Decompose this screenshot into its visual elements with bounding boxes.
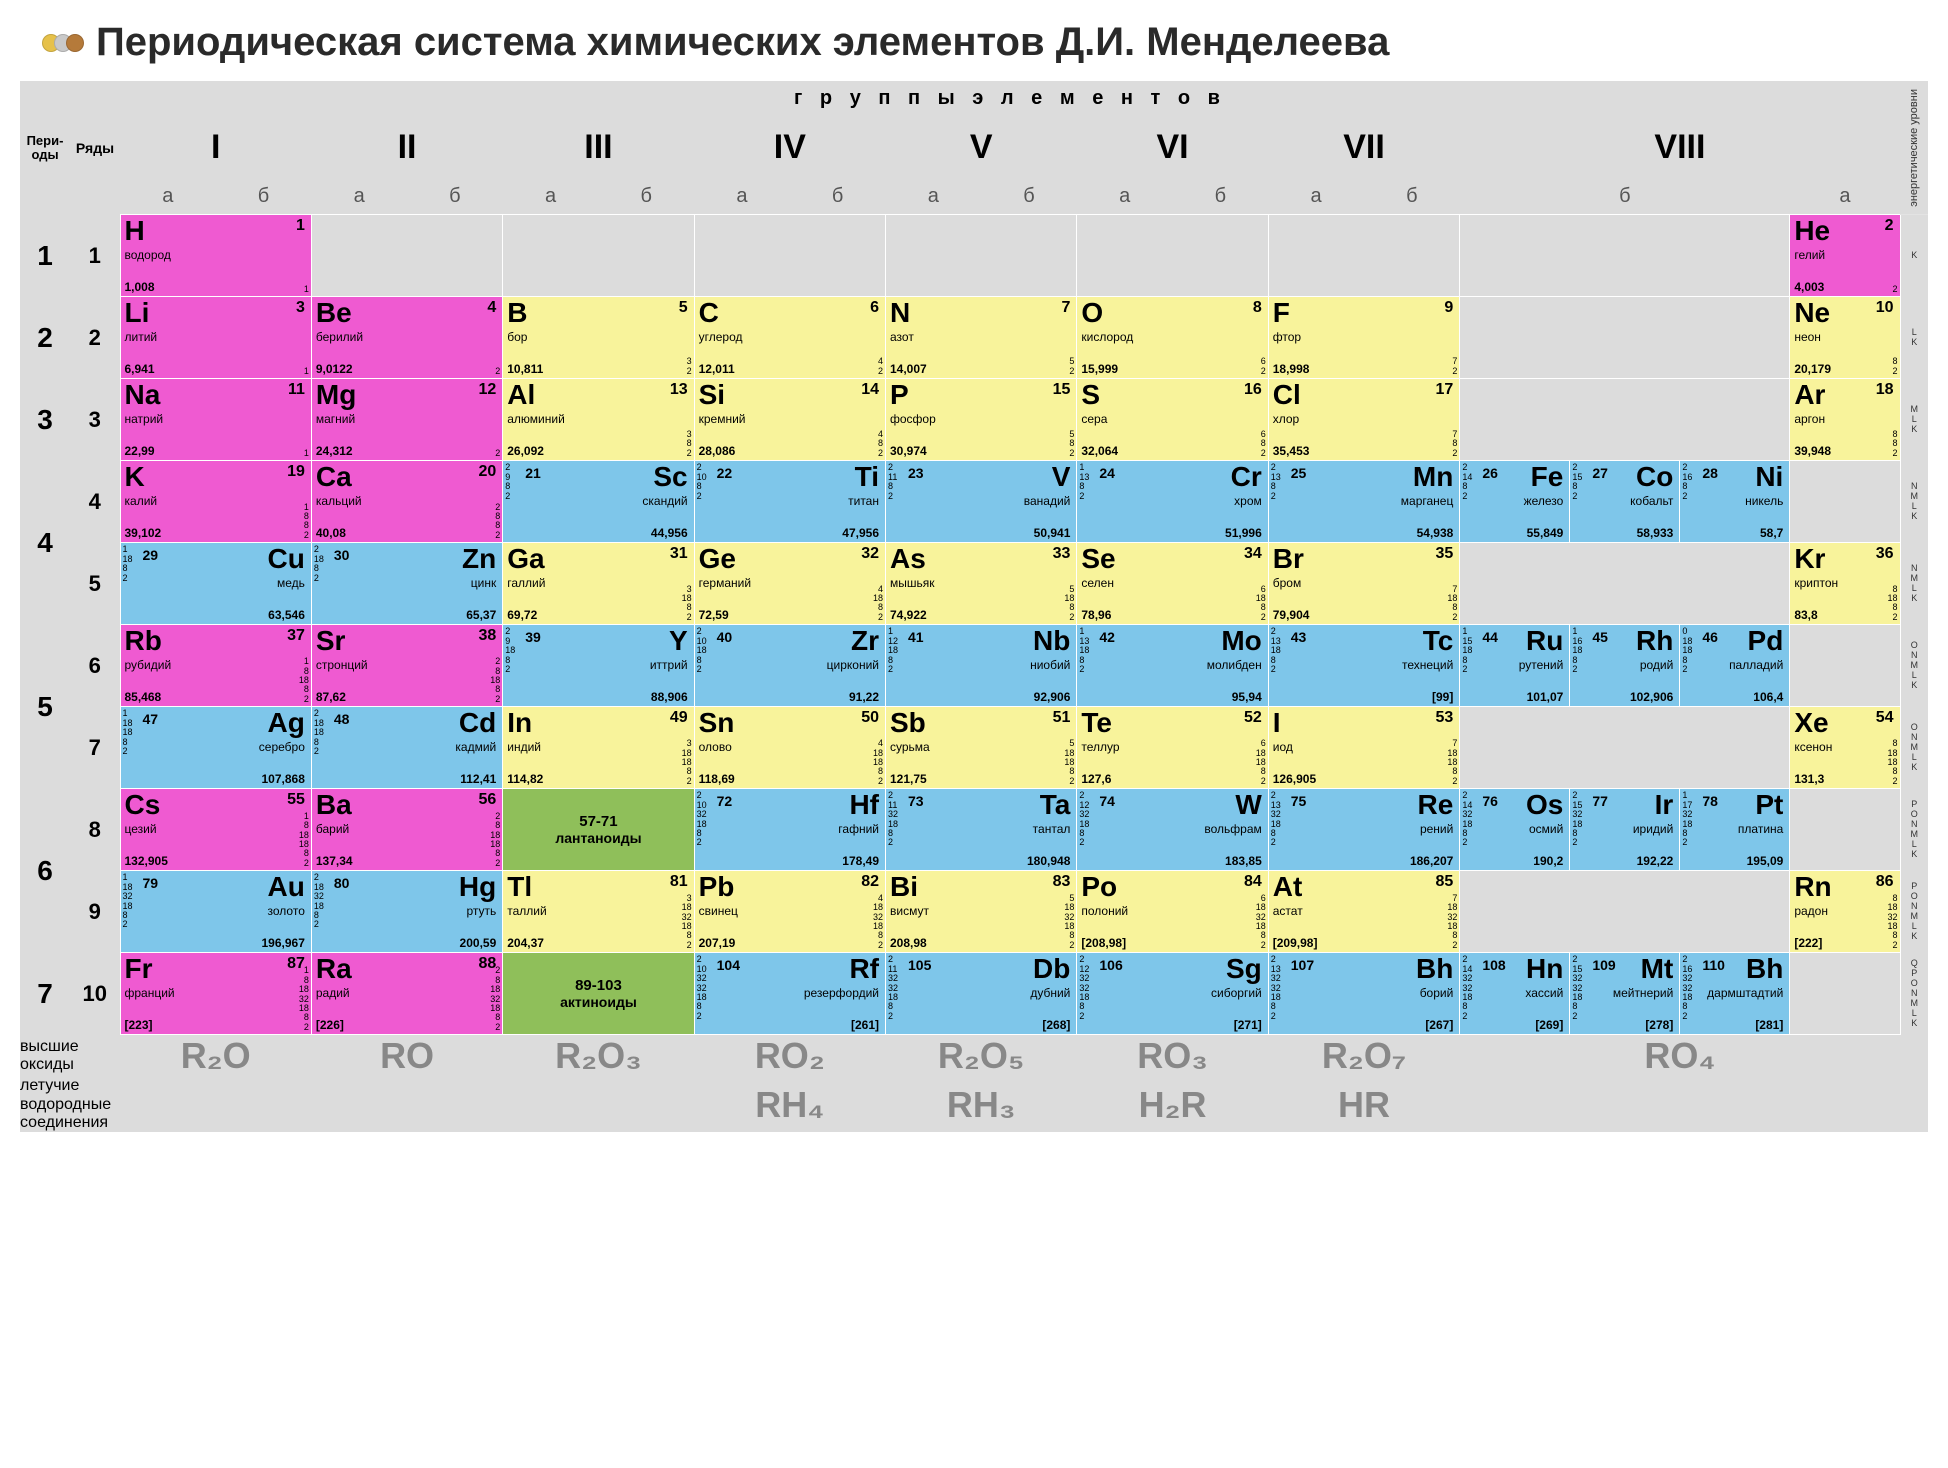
element-Xe: Xe54ксенон131,38181882 xyxy=(1790,707,1900,789)
element-Bi: Bi83висмут208,98518321882 xyxy=(886,871,1077,953)
element-Pt: Pt78платина195,09117321882 xyxy=(1680,789,1790,871)
element-Ge: Ge32германий72,5941882 xyxy=(694,543,885,625)
element-F: F9фтор18,99872 xyxy=(1268,297,1460,379)
element-Ra: Ra88радий[226]2818321882 xyxy=(311,953,502,1035)
element-Al: Al13алюминий26,092382 xyxy=(503,379,694,461)
element-Au: Au79золото196,967118321882 xyxy=(120,871,311,953)
element-P: P15фосфор30,974582 xyxy=(886,379,1077,461)
element-Ga: Ga31галлий69,7231882 xyxy=(503,543,694,625)
element-Se: Se34селен78,9661882 xyxy=(1077,543,1268,625)
element-I: I53иод126,9057181882 xyxy=(1268,707,1460,789)
element-Cd: Cd48кадмий112,412181882 xyxy=(311,707,502,789)
act-placeholder: 89-103актиноиды xyxy=(503,953,694,1035)
element-B: B5бор10,81132 xyxy=(503,297,694,379)
element-As: As33мышьяк74,92251882 xyxy=(886,543,1077,625)
element-Nb: Nb41ниобий92,9061121882 xyxy=(886,625,1077,707)
element-W: W74вольфрам183,85212321882 xyxy=(1077,789,1268,871)
element-Bh: Bh110дармштадтий[281]21632321882 xyxy=(1680,953,1790,1035)
element-At: At85астат[209,98]718321882 xyxy=(1268,871,1460,953)
element-Os: Os76осмий190,2214321882 xyxy=(1460,789,1570,871)
element-Sc: Sc21скандий44,9562982 xyxy=(503,461,694,543)
element-Hn: Hn108хассий[269]21432321882 xyxy=(1460,953,1570,1035)
element-Mo: Mo42молибден95,941131882 xyxy=(1077,625,1268,707)
element-Ta: Ta73тантал180,948211321882 xyxy=(886,789,1077,871)
element-Zn: Zn30цинк65,3721882 xyxy=(311,543,502,625)
element-K: K19калий39,1021882 xyxy=(120,461,311,543)
element-Ir: Ir77иридий192,22215321882 xyxy=(1570,789,1680,871)
element-S: S16сера32,064682 xyxy=(1077,379,1268,461)
element-Te: Te52теллур127,66181882 xyxy=(1077,707,1268,789)
element-Ne: Ne10неон20,17982 xyxy=(1790,297,1900,379)
element-Y: Y39иттрий88,906291882 xyxy=(503,625,694,707)
element-Tc: Tc43технеций[99]2131882 xyxy=(1268,625,1460,707)
element-Po: Po84полоний[208,98]618321882 xyxy=(1077,871,1268,953)
element-V: V23ванадий50,94121182 xyxy=(886,461,1077,543)
element-Rf: Rf104резерфордий[261]21032321882 xyxy=(694,953,885,1035)
element-He: He2гелий4,0032 xyxy=(1790,215,1900,297)
element-Co: Co27кобальт58,93321582 xyxy=(1570,461,1680,543)
element-Cl: Cl17хлор35,453782 xyxy=(1268,379,1460,461)
element-Tl: Tl81таллий204,37318321882 xyxy=(503,871,694,953)
element-Mn: Mn25марганец54,93821382 xyxy=(1268,461,1460,543)
element-Hf: Hf72гафний178,49210321882 xyxy=(694,789,885,871)
element-Zr: Zr40цирконий91,222101882 xyxy=(694,625,885,707)
element-Ba: Ba56барий137,3428181882 xyxy=(311,789,502,871)
element-Ag: Ag47серебро107,8681181882 xyxy=(120,707,311,789)
element-Cr: Cr24хром51,99611382 xyxy=(1077,461,1268,543)
element-Li: Li3литий6,9411 xyxy=(120,297,311,379)
element-Be: Be4берилий9,01222 xyxy=(311,297,502,379)
logo-icon xyxy=(48,34,84,52)
title-row: Периодическая система химических элемент… xyxy=(20,20,1928,65)
element-Hg: Hg80ртуть200,59218321882 xyxy=(311,871,502,953)
element-Bh: Bh107борий[267]21332321882 xyxy=(1268,953,1460,1035)
element-Ar: Ar18аргон39,948882 xyxy=(1790,379,1900,461)
element-Kr: Kr36криптон83,881882 xyxy=(1790,543,1900,625)
element-Br: Br35бром79,90471882 xyxy=(1268,543,1460,625)
element-Fr: Fr87франций[223]1818321882 xyxy=(120,953,311,1035)
element-Cs: Cs55цезий132,90518181882 xyxy=(120,789,311,871)
element-N: N7азот14,00752 xyxy=(886,297,1077,379)
element-Re: Re75рений186,207213321882 xyxy=(1268,789,1460,871)
element-Ca: Ca20кальций40,082882 xyxy=(311,461,502,543)
element-Fe: Fe26железо55,84921482 xyxy=(1460,461,1570,543)
element-C: C6углерод12,01142 xyxy=(694,297,885,379)
lanth-placeholder: 57-71лантаноиды xyxy=(503,789,694,871)
element-Si: Si14кремний28,086482 xyxy=(694,379,885,461)
element-O: O8кислород15,99962 xyxy=(1077,297,1268,379)
element-H: H1водород1,0081 xyxy=(120,215,311,297)
element-Sr: Sr38стронций87,62281882 xyxy=(311,625,502,707)
element-Db: Db105дубний[268]21132321882 xyxy=(886,953,1077,1035)
element-Pd: Pd46палладий106,40181882 xyxy=(1680,625,1790,707)
element-Rb: Rb37рубидий85,468181882 xyxy=(120,625,311,707)
element-Mt: Mt109мейтнерий[278]21532321882 xyxy=(1570,953,1680,1035)
element-Cu: Cu29медь63,54611882 xyxy=(120,543,311,625)
element-Sb: Sb51сурьма121,755181882 xyxy=(886,707,1077,789)
element-Mg: Mg12магний24,3122 xyxy=(311,379,502,461)
element-Ti: Ti22титан47,95621082 xyxy=(694,461,885,543)
element-Sn: Sn50олово118,694181882 xyxy=(694,707,885,789)
element-Ru: Ru44рутений101,071151882 xyxy=(1460,625,1570,707)
element-Na: Na11натрий22,991 xyxy=(120,379,311,461)
element-Rn: Rn86радон[222]818321882 xyxy=(1790,871,1900,953)
page-title: Периодическая система химических элемент… xyxy=(96,20,1389,65)
periodic-table: Пери-одыРядыг р у п п ы э л е м е н т о … xyxy=(20,81,1928,1132)
element-Ni: Ni28никель58,721682 xyxy=(1680,461,1790,543)
element-Sg: Sg106сиборгий[271]21232321882 xyxy=(1077,953,1268,1035)
element-Pb: Pb82свинец207,19418321882 xyxy=(694,871,885,953)
element-Rh: Rh45родий102,9061161882 xyxy=(1570,625,1680,707)
element-In: In49индий114,823181882 xyxy=(503,707,694,789)
